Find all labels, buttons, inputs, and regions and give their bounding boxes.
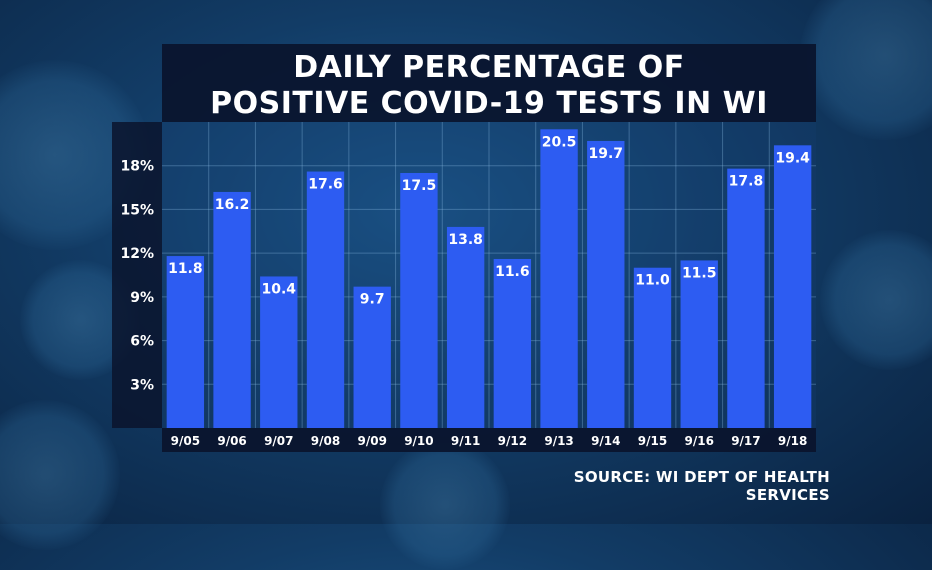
y-tick-label: 15% — [120, 202, 154, 218]
bar-chart: 3% 6% 9% 12% 15% 18% 11.8 9/05 16.2 9/06 10.4 9/07 1… — [112, 122, 816, 452]
x-tick-label: 9/17 — [731, 434, 760, 448]
x-tick-label: 9/12 — [498, 434, 527, 448]
bar — [587, 140, 625, 428]
y-tick-label: 6% — [130, 334, 154, 350]
y-tick-label: 3% — [130, 377, 154, 393]
bar-value-label: 16.2 — [215, 197, 250, 213]
bar-value-label: 17.5 — [402, 178, 437, 194]
y-axis-panel — [112, 122, 162, 428]
bar — [400, 173, 438, 428]
bar-value-label: 11.5 — [682, 265, 717, 281]
chart-title-line-1: DAILY PERCENTAGE OF — [293, 50, 685, 85]
bar — [680, 260, 718, 428]
bar-value-label: 11.6 — [495, 264, 530, 280]
bar — [446, 226, 485, 428]
x-tick-label: 9/13 — [544, 434, 573, 448]
bar-value-label: 20.5 — [542, 134, 577, 150]
bar-value-label: 11.8 — [168, 261, 203, 277]
y-tick-label: 18% — [120, 159, 154, 175]
bar-value-label: 17.8 — [729, 174, 764, 190]
x-tick-label: 9/18 — [778, 434, 807, 448]
bar — [773, 145, 812, 429]
bar-value-label: 19.7 — [589, 146, 624, 162]
y-tick-label: 9% — [130, 290, 154, 306]
bar — [306, 171, 345, 429]
bar — [166, 256, 205, 428]
bar-value-label: 11.0 — [635, 273, 670, 289]
source-credit: SOURCE: WI DEPT OF HEALTH SERVICES — [573, 468, 830, 504]
bar — [727, 168, 765, 428]
y-tick-label: 12% — [120, 246, 154, 262]
chart-title-box: DAILY PERCENTAGE OF POSITIVE COVID-19 TE… — [162, 44, 816, 122]
bar-value-label: 17.6 — [308, 177, 343, 193]
x-tick-label: 9/08 — [311, 434, 340, 448]
x-axis-strip — [162, 428, 816, 452]
bar-value-label: 10.4 — [262, 281, 297, 297]
bar — [540, 129, 578, 429]
bar — [493, 258, 532, 428]
bar — [633, 267, 672, 428]
x-tick-label: 9/11 — [451, 434, 480, 448]
bar-value-label: 13.8 — [448, 232, 483, 248]
x-tick-label: 9/09 — [357, 434, 386, 448]
x-tick-label: 9/14 — [591, 434, 620, 448]
bar-value-label: 19.4 — [775, 150, 810, 166]
bar — [260, 276, 298, 428]
x-tick-label: 9/06 — [217, 434, 246, 448]
x-tick-label: 9/15 — [638, 434, 667, 448]
virus-decoration — [820, 230, 932, 370]
bar — [353, 286, 391, 428]
bar — [213, 191, 251, 428]
bar-value-label: 9.7 — [360, 292, 385, 308]
x-tick-label: 9/05 — [171, 434, 200, 448]
x-tick-label: 9/10 — [404, 434, 433, 448]
x-tick-label: 9/07 — [264, 434, 293, 448]
x-tick-label: 9/16 — [684, 434, 713, 448]
chart-title-line-2: POSITIVE COVID-19 TESTS IN WI — [210, 86, 768, 121]
